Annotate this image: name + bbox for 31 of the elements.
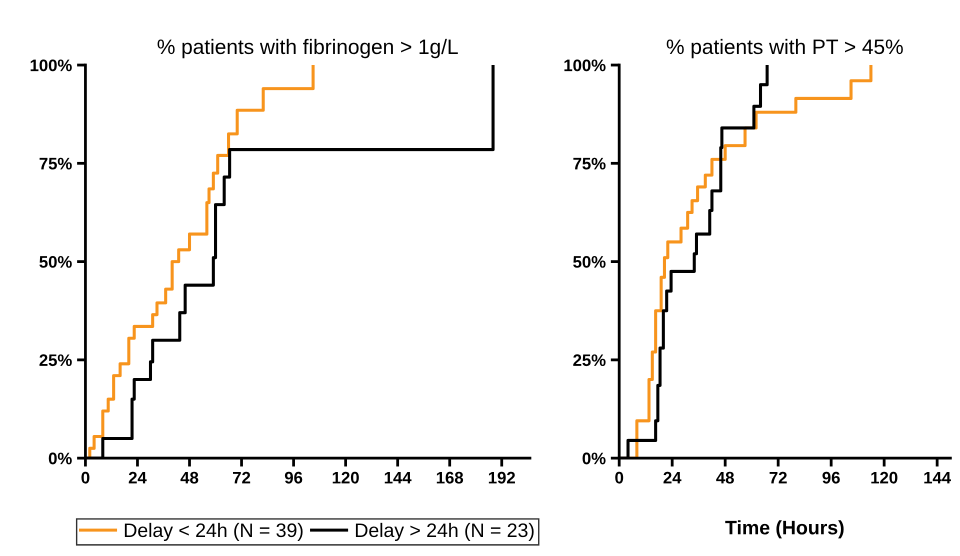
x-tick-label: 96: [822, 472, 840, 484]
x-tick-label: 48: [716, 472, 734, 484]
chart-title: % patients with fibrinogen > 1g/L: [158, 38, 458, 58]
y-tick-label: 100%: [30, 59, 72, 72]
y-tick-label: 25%: [39, 354, 72, 366]
x-tick-label: 144: [924, 472, 951, 484]
y-tick-label: 75%: [40, 158, 72, 170]
y-tick-label: 50%: [573, 256, 606, 268]
x-tick-label: 24: [128, 472, 147, 484]
x-tick-label: 144: [384, 472, 412, 484]
x-tick-label: 168: [436, 472, 464, 484]
x-tick-label: 192: [488, 472, 515, 484]
x-tick-label: 96: [284, 472, 302, 484]
x-tick-label: 0: [81, 472, 90, 484]
y-tick-label: 100%: [564, 59, 606, 72]
x-tick-label: 0: [615, 472, 624, 484]
x-tick-label: 24: [664, 472, 682, 484]
y-tick-label: 0%: [48, 452, 72, 464]
x-tick-label: 120: [332, 472, 359, 484]
x-tick-label: 120: [871, 472, 898, 484]
x-tick-label: 72: [233, 472, 250, 484]
y-tick-label: 25%: [573, 354, 606, 366]
legend-label: Delay > 24h (N = 23): [356, 522, 534, 541]
chart-title: % patients with PT > 45%: [666, 38, 903, 58]
x-tick-label: 48: [180, 472, 198, 484]
x-tick-label: 72: [770, 472, 787, 484]
x-axis-title: Time (Hours): [725, 520, 844, 538]
y-tick-label: 75%: [573, 158, 606, 170]
y-tick-label: 0%: [582, 452, 606, 464]
y-tick-label: 50%: [39, 256, 72, 268]
legend-label: Delay < 24h (N = 39): [124, 522, 303, 541]
